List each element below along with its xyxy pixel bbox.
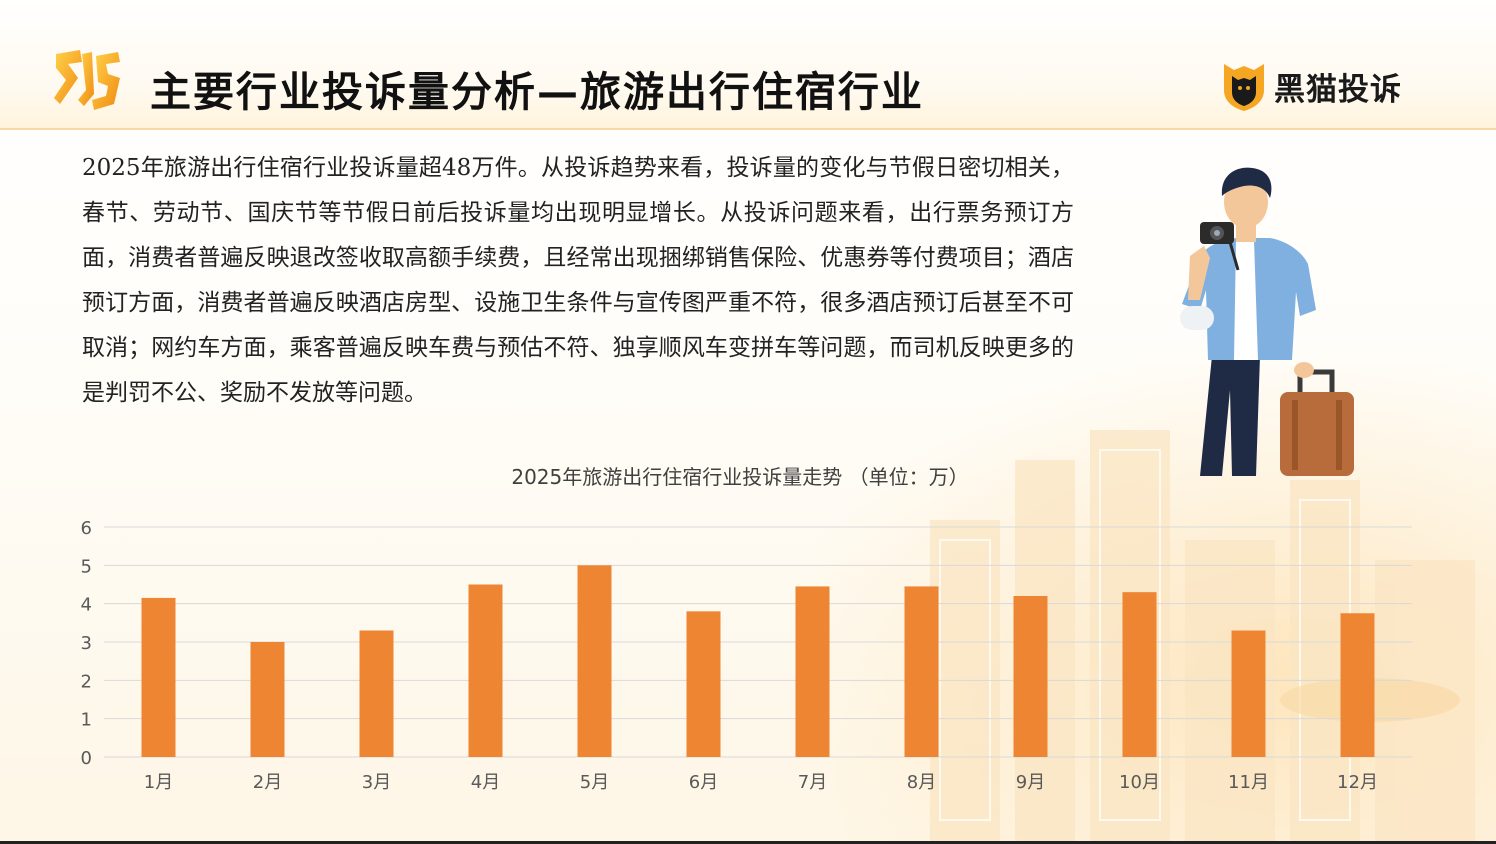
y-tick-label: 0 [81,748,92,769]
x-tick-label: 8月 [907,772,936,793]
y-tick-label: 3 [81,633,92,654]
bar-10 [1122,592,1157,757]
bar-8 [904,586,939,757]
bar-chart: 2025年旅游出行住宿行业投诉量走势 （单位：万） 0 1 2 3 4 5 6 1月 2月 3月 4… [81,465,1412,793]
bar-9 [1013,596,1048,757]
traveler-illustration [1180,167,1354,476]
bar-6 [686,611,721,757]
y-tick-label: 6 [81,518,92,539]
brand-logo: 黑猫投诉 [1222,60,1402,112]
bar-11 [1231,630,1266,757]
bar-4 [468,584,503,757]
bar-1 [141,597,176,757]
x-tick-label: 10月 [1119,772,1160,793]
chart-title: 2025年旅游出行住宿行业投诉量走势 （单位：万） [511,465,968,489]
black-cat-logo-icon [1224,64,1264,111]
x-tick-label: 4月 [471,772,500,793]
y-tick-label: 5 [81,556,92,577]
x-tick-label: 7月 [798,772,827,793]
x-tick-label: 11月 [1228,772,1269,793]
bar-2 [250,642,285,757]
x-tick-label: 9月 [1016,772,1045,793]
bar-3 [359,630,394,757]
x-tick-label: 12月 [1337,772,1378,793]
y-tick-label: 2 [81,671,92,692]
x-tick-label: 2月 [253,772,282,793]
y-tick-label: 4 [81,595,92,616]
summary-paragraph: 2025年旅游出行住宿行业投诉量超48万件。从投诉趋势来看，投诉量的变化与节假日… [82,155,1074,406]
bottom-border [0,841,1496,844]
bar-7 [795,586,830,757]
x-tick-label: 6月 [689,772,718,793]
logo-mark-icon [54,50,120,110]
x-tick-label: 3月 [362,772,391,793]
page-title: 主要行业投诉量分析—旅游出行住宿行业 [150,68,924,116]
y-tick-label: 1 [81,710,92,731]
x-tick-label: 1月 [144,772,173,793]
bar-5 [577,565,612,757]
header: 主要行业投诉量分析—旅游出行住宿行业 黑猫投诉 [0,0,1496,130]
brand-name: 黑猫投诉 [1274,71,1402,108]
bar-12 [1340,613,1375,757]
x-tick-label: 5月 [580,772,609,793]
